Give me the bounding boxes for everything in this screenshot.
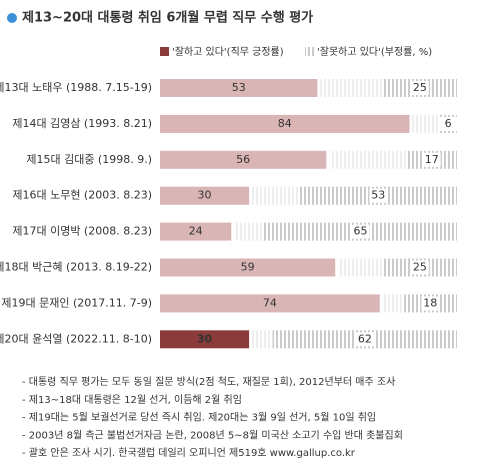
y-tick-label: 제14대 김영삼 (1993. 8.21) xyxy=(12,117,152,130)
note: - 괄호 안은 조사 시기. 한국갤럽 데일리 오피니언 제519호 www.g… xyxy=(22,447,356,459)
value-label-bg xyxy=(421,296,440,311)
value-label: 25 xyxy=(413,81,427,94)
title-bullet xyxy=(7,13,17,23)
y-tick-label: 제19대 문재인 (2017.11. 7-9) xyxy=(1,296,152,309)
bar xyxy=(160,114,410,133)
y-tick-label: 제16대 노무현 (2003. 8.23) xyxy=(12,189,152,202)
value-label-bg xyxy=(351,224,370,239)
value-label: 53 xyxy=(371,189,385,202)
chart-title: 제13~20대 대통령 취임 6개월 무렵 직무 수행 평가 xyxy=(22,10,313,26)
bar xyxy=(160,79,318,97)
value-label-bg xyxy=(410,81,429,95)
value-label-bg xyxy=(369,188,388,203)
value-label-bg xyxy=(439,116,458,131)
note: - 제13~18대 대통령은 12월 선거, 이듬해 2월 취임 xyxy=(22,393,242,406)
y-tick-label: 제17대 이명박 (2008. 8.23) xyxy=(12,225,152,238)
value-label: 30 xyxy=(198,189,212,202)
note: - 제19대는 5월 보궐선거로 당선 즉시 취임. 제20대는 3월 9일 선… xyxy=(22,411,376,424)
legend-swatch xyxy=(160,47,169,56)
value-label: 65 xyxy=(353,225,367,238)
bar xyxy=(160,330,250,349)
y-tick-label: 제20대 윤석열 (2022.11. 8-10) xyxy=(0,332,152,345)
note: - 대통령 직무 평가는 모두 동일 질문 방식(2점 척도, 재질문 1회),… xyxy=(22,376,395,388)
value-label: 74 xyxy=(263,296,277,309)
value-label-bg xyxy=(355,332,374,347)
y-tick-label: 제18대 박근혜 (2013. 8.19-22) xyxy=(0,261,152,274)
legend-label: '잘하고 있다'(직무 긍정률) xyxy=(172,45,284,58)
bar xyxy=(160,294,380,313)
value-label: 59 xyxy=(241,261,255,274)
value-label: 56 xyxy=(236,153,250,166)
value-label: 53 xyxy=(232,81,246,94)
value-label: 25 xyxy=(413,261,427,274)
bar xyxy=(160,222,232,241)
value-label: 30 xyxy=(197,332,213,345)
value-label: 24 xyxy=(189,225,203,238)
legend-swatch xyxy=(305,47,314,56)
value-label: 6 xyxy=(445,117,452,130)
bar xyxy=(160,150,327,169)
value-label-bg xyxy=(410,260,429,275)
value-label: 17 xyxy=(425,153,439,166)
y-tick-label: 제15대 김대중 (1998. 9.) xyxy=(26,153,152,166)
value-label: 84 xyxy=(278,117,292,130)
value-label: 18 xyxy=(423,296,437,309)
value-label: 62 xyxy=(358,332,372,345)
value-label-bg xyxy=(422,152,441,167)
bar xyxy=(160,186,250,205)
note: - 2003년 8월 측근 불법선거자금 논란, 2008년 5~8월 미국산 … xyxy=(22,428,403,441)
legend-label: '잘못하고 있다'(부정률, %) xyxy=(317,45,432,58)
y-tick-label: 제13대 노태우 (1988. 7.15-19) xyxy=(0,81,152,94)
bar xyxy=(160,258,336,277)
